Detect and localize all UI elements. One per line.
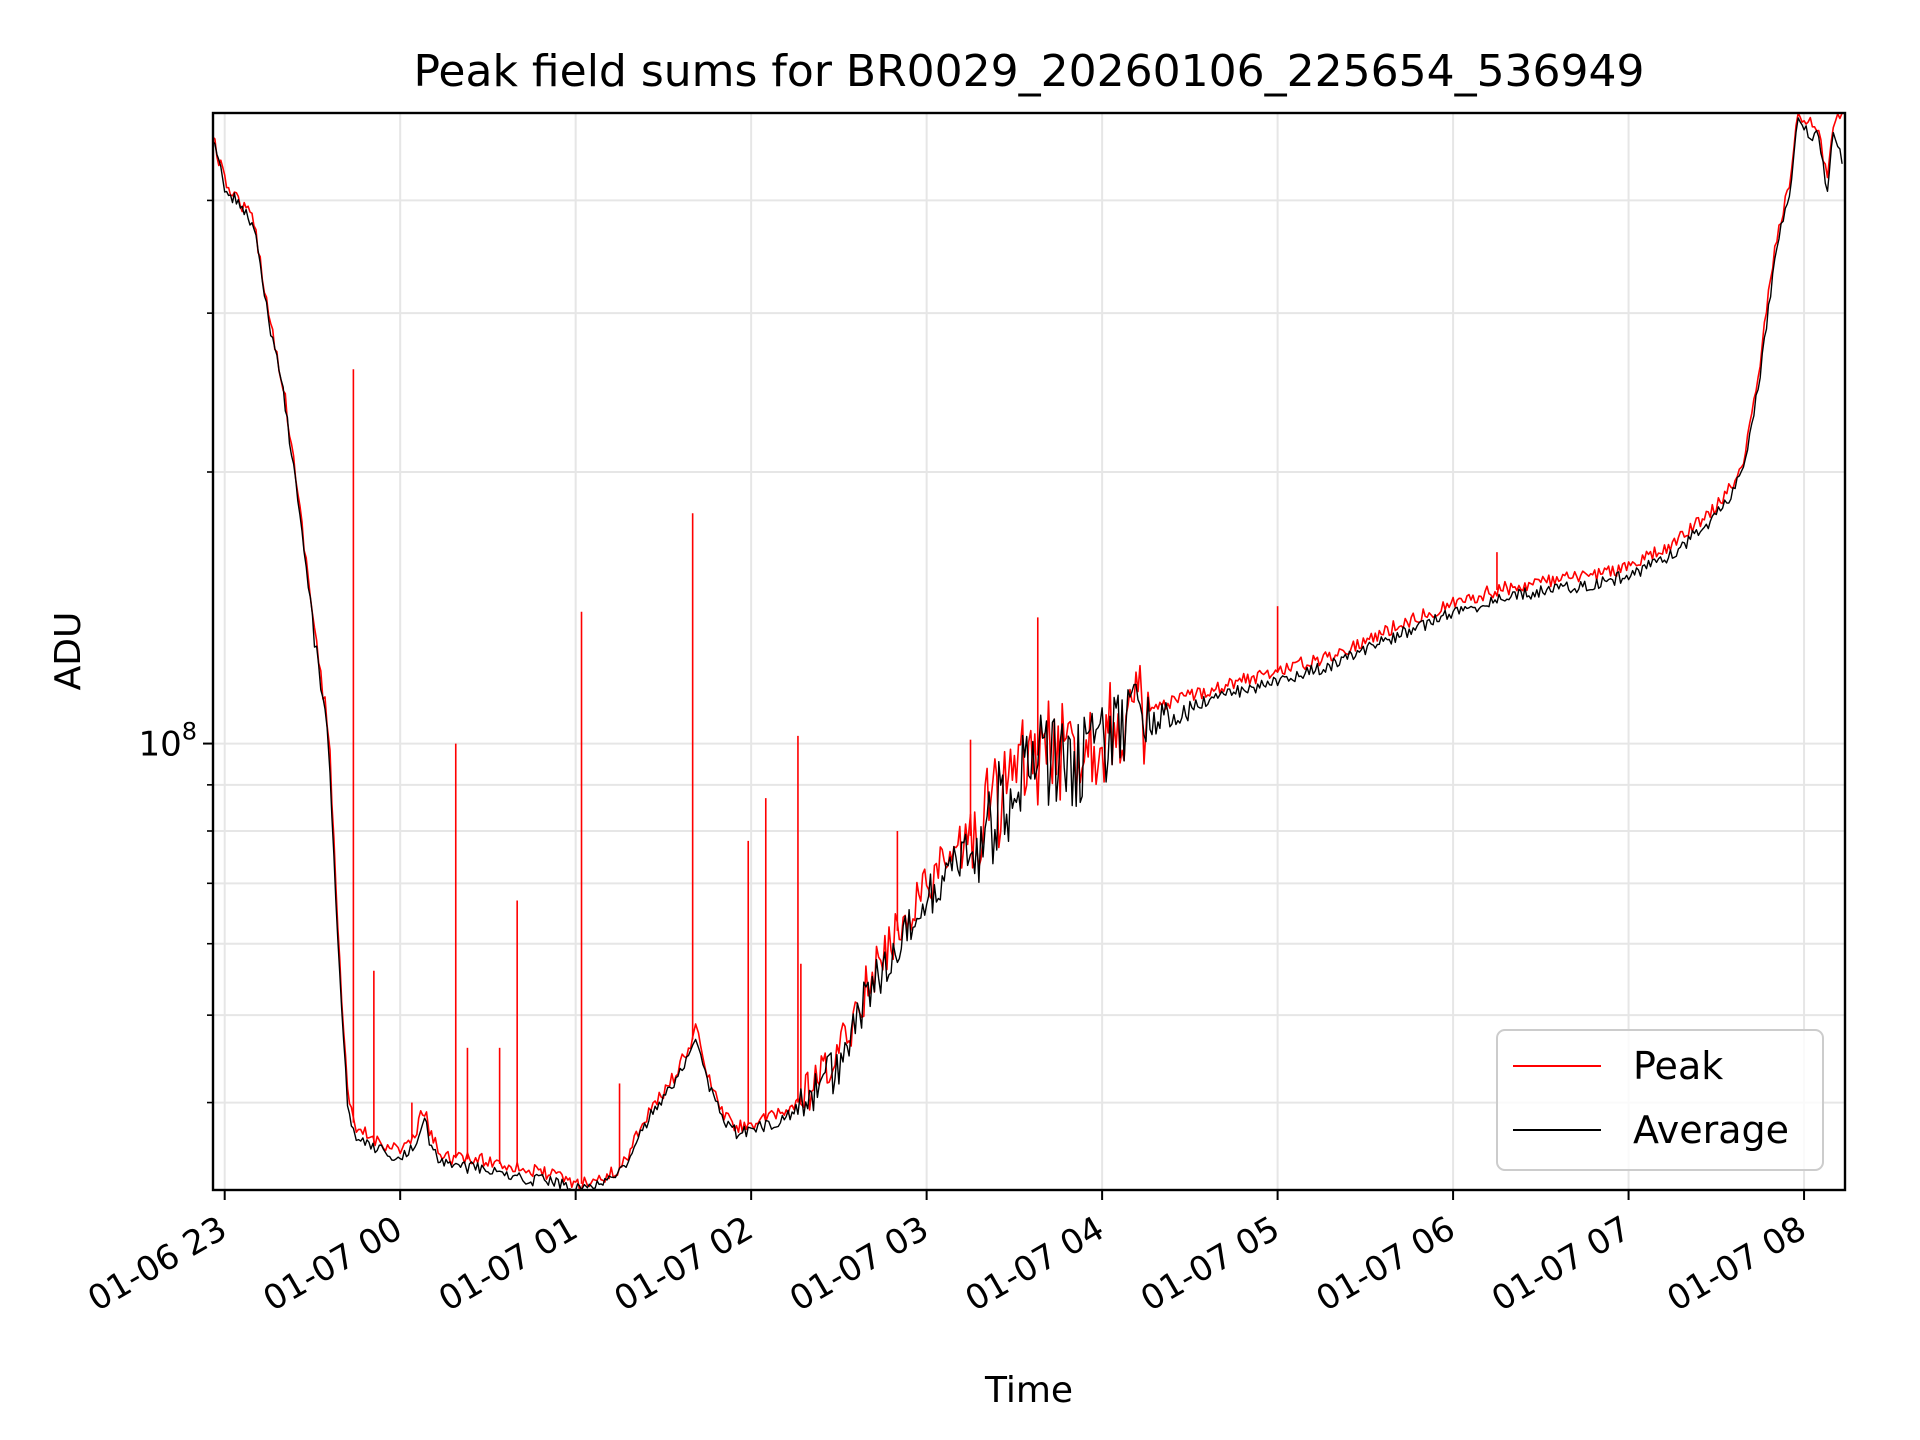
series-layer xyxy=(212,112,1843,1191)
x-axis-label: Time xyxy=(984,1370,1073,1411)
legend-label-peak: Peak xyxy=(1633,1044,1723,1088)
legend-label-average: Average xyxy=(1633,1108,1789,1152)
plot-frame xyxy=(211,111,1847,1192)
chart-title: Peak field sums for BR0029_20260106_2256… xyxy=(413,46,1644,97)
y-axis-label: ADU xyxy=(48,612,89,691)
y-tick-label: 108 xyxy=(138,718,197,765)
series-line-average xyxy=(212,117,1843,1191)
legend: Peak Average xyxy=(1496,1029,1824,1171)
grid-lines xyxy=(213,113,1845,1190)
series-line-peak xyxy=(212,112,1843,1191)
